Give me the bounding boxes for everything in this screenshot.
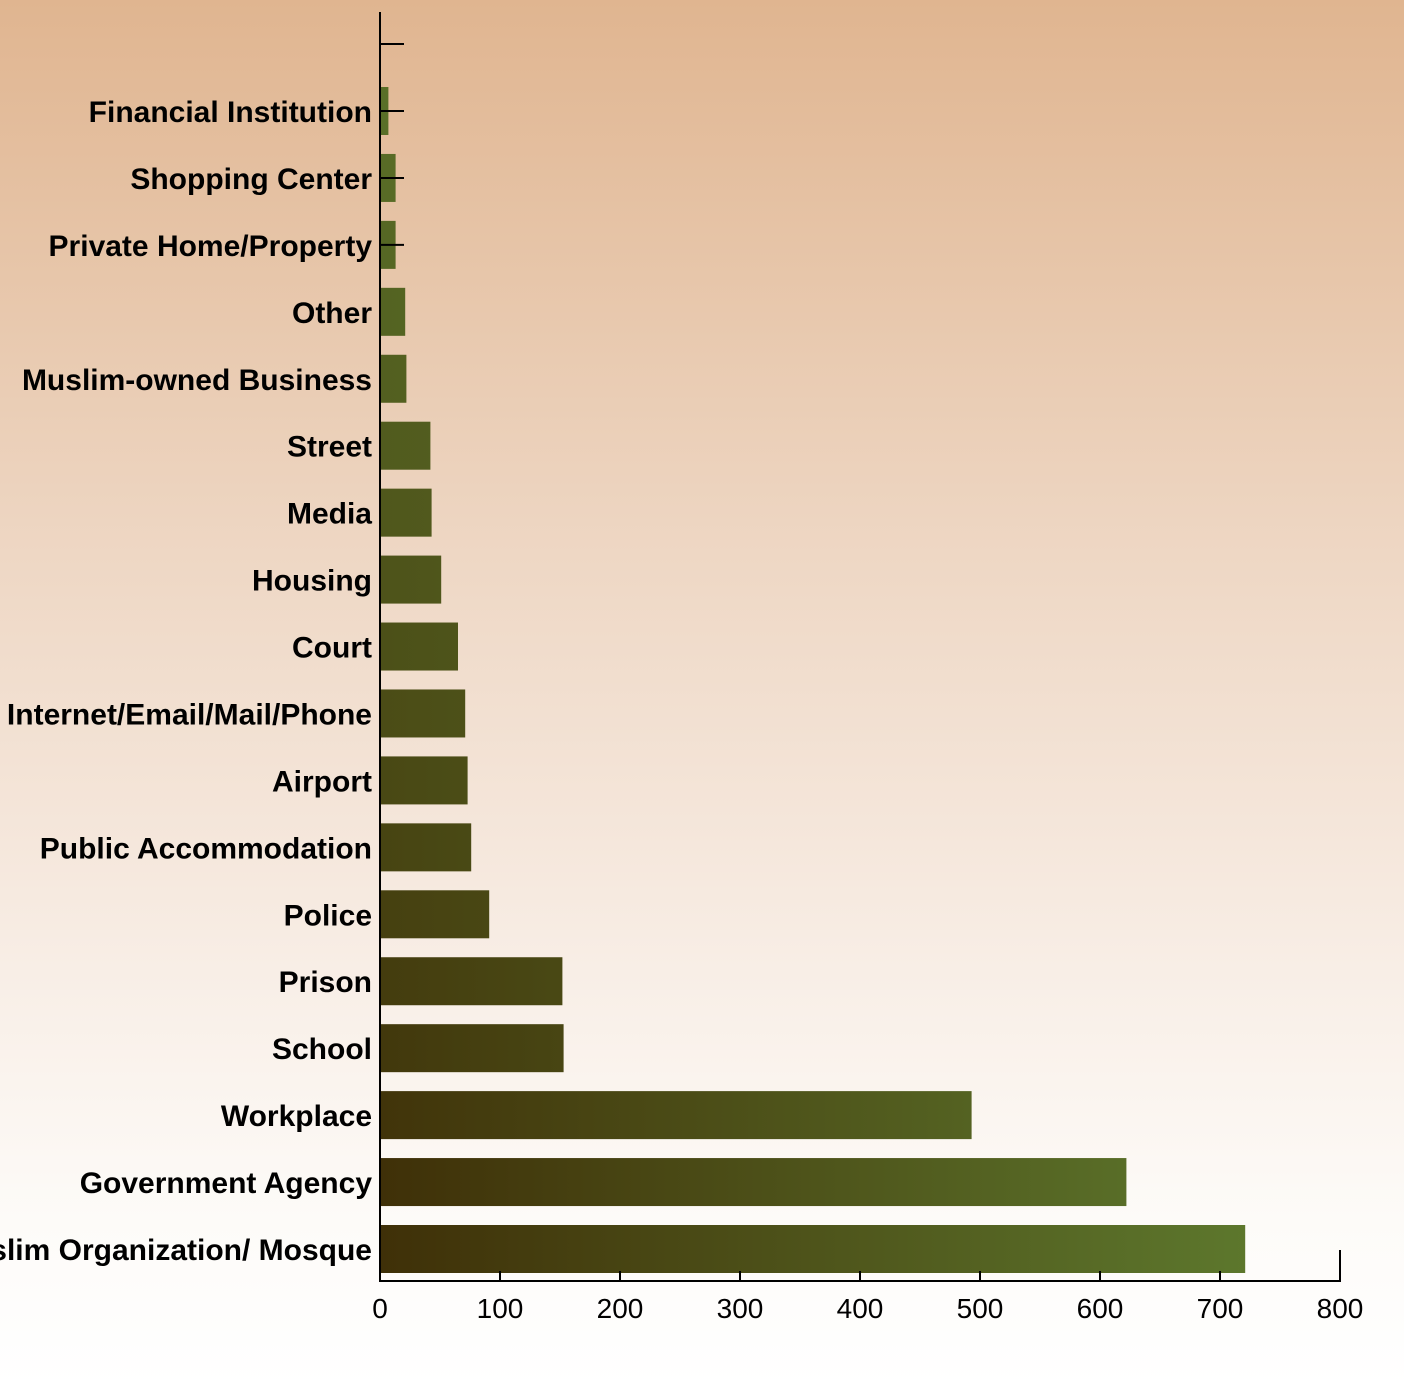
bar-5 <box>380 421 431 470</box>
bar-17 <box>380 1225 1246 1273</box>
bar-12 <box>380 890 490 939</box>
category-labels: Financial Institution Shopping Center Priv… <box>0 96 372 1267</box>
bar-8 <box>380 622 458 671</box>
x-tick-label: 0 <box>372 1293 388 1324</box>
category-label: Police <box>284 899 372 932</box>
category-label: Shopping Center <box>130 163 372 196</box>
category-label: Muslim-owned Business <box>22 364 372 397</box>
category-label: Prison <box>279 966 372 999</box>
category-label: School <box>272 1033 372 1066</box>
x-tick-label: 700 <box>1197 1293 1244 1324</box>
bar-4 <box>380 354 407 403</box>
x-tick-label: 800 <box>1317 1293 1364 1324</box>
x-tick-label: 400 <box>837 1293 884 1324</box>
bar-9 <box>380 689 466 738</box>
y-axis-ticks <box>380 110 404 246</box>
bars-group <box>380 87 1246 1273</box>
category-label: Housing <box>252 565 372 598</box>
x-tick-label: 200 <box>597 1293 644 1324</box>
bar-16 <box>380 1158 1127 1207</box>
bar-15 <box>380 1091 972 1140</box>
category-label: Media <box>287 498 372 531</box>
category-label: Public Accommodation <box>40 832 372 865</box>
x-tick-label: 100 <box>477 1293 524 1324</box>
bar-13 <box>380 957 563 1006</box>
x-tick-label: 600 <box>1077 1293 1124 1324</box>
category-label: Workplace <box>221 1100 372 1133</box>
x-tick-label: 500 <box>957 1293 1004 1324</box>
bar-11 <box>380 823 472 872</box>
category-label: Government Agency <box>80 1167 373 1200</box>
category-label: Street <box>287 431 372 464</box>
category-label: Other <box>292 297 372 330</box>
category-label: Private Home/Property <box>49 230 373 263</box>
bar-14 <box>380 1024 564 1073</box>
bar-7 <box>380 555 442 604</box>
bar-10 <box>380 756 468 805</box>
bar-6 <box>380 488 432 537</box>
category-label: Airport <box>272 765 372 798</box>
category-label: Internet/Email/Mail/Phone <box>7 698 372 731</box>
category-label: Court <box>292 632 372 665</box>
bar-3 <box>380 287 406 336</box>
category-label: Financial Institution <box>89 96 372 129</box>
x-tick-label: 300 <box>717 1293 764 1324</box>
x-axis-ticks: 0 100 200 300 400 500 600 700 800 <box>372 1250 1363 1324</box>
category-label: Muslim Organization/ Mosque <box>0 1234 372 1267</box>
